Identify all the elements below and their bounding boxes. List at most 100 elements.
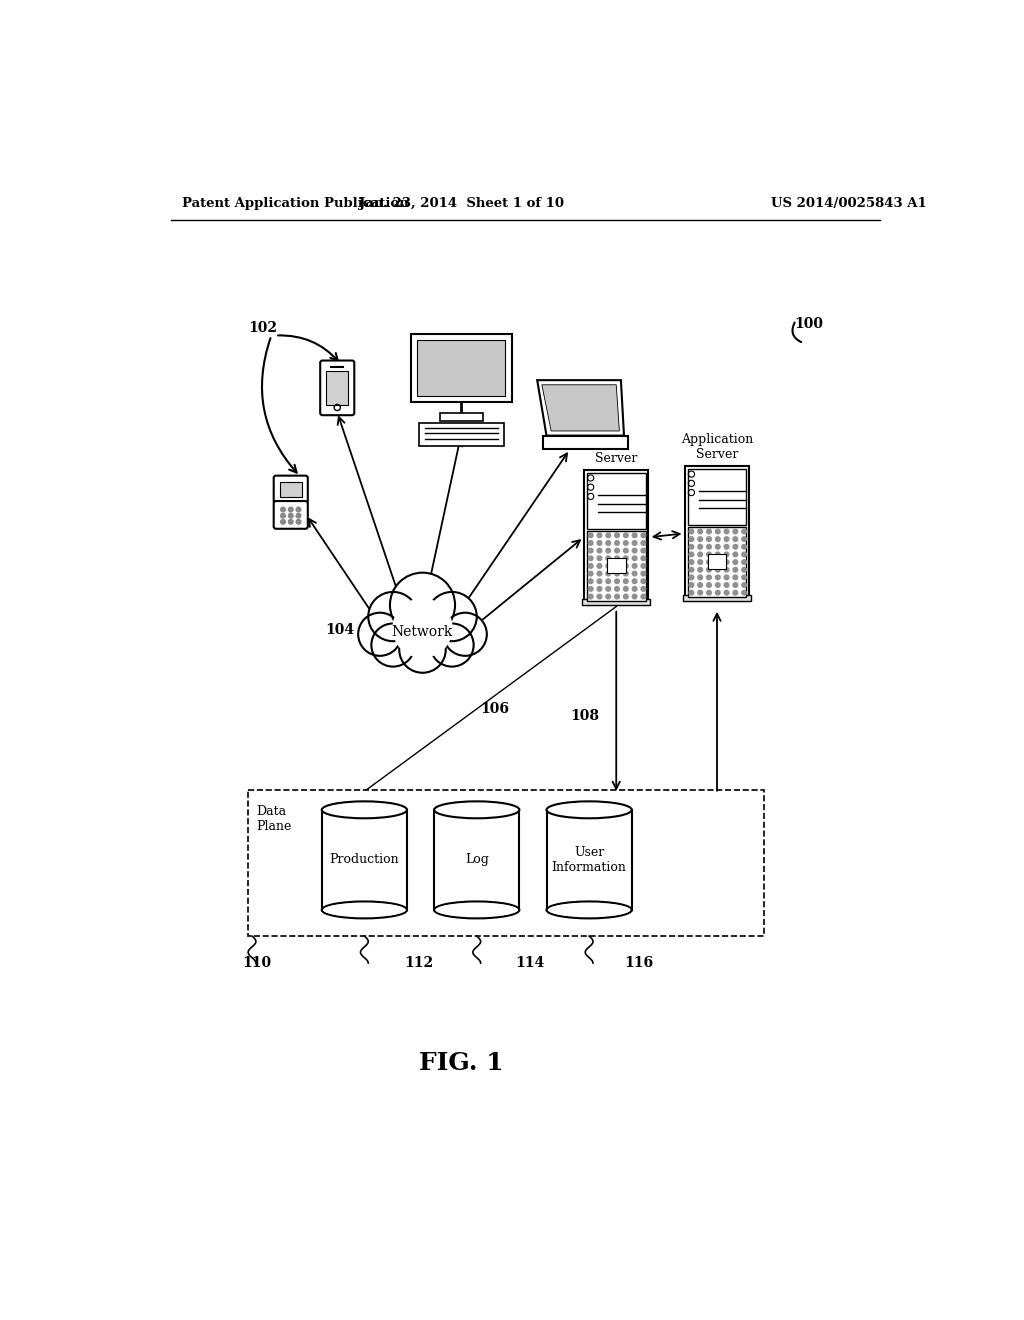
Text: 114: 114: [515, 956, 545, 970]
Circle shape: [733, 576, 737, 579]
Circle shape: [632, 564, 637, 568]
Circle shape: [733, 590, 737, 595]
Circle shape: [589, 548, 593, 553]
Circle shape: [741, 529, 746, 533]
Circle shape: [741, 590, 746, 595]
Circle shape: [716, 576, 720, 579]
Circle shape: [589, 572, 593, 576]
Circle shape: [427, 591, 477, 642]
Circle shape: [624, 586, 628, 591]
Circle shape: [724, 568, 729, 572]
Circle shape: [741, 560, 746, 565]
Circle shape: [724, 537, 729, 541]
Text: 100: 100: [795, 317, 823, 331]
Circle shape: [399, 627, 445, 673]
Circle shape: [707, 590, 712, 595]
Circle shape: [624, 594, 628, 599]
Text: 108: 108: [569, 710, 599, 723]
Circle shape: [716, 537, 720, 541]
Circle shape: [641, 572, 646, 576]
Bar: [687, 469, 746, 525]
Ellipse shape: [547, 801, 632, 818]
Bar: [327, 371, 348, 405]
Circle shape: [281, 520, 286, 524]
Text: Network: Network: [392, 624, 454, 639]
Circle shape: [724, 590, 729, 595]
Circle shape: [733, 544, 737, 549]
Bar: [583, 599, 650, 605]
Text: Application
Server: Application Server: [681, 433, 753, 461]
Circle shape: [430, 623, 474, 667]
Bar: [434, 810, 519, 909]
Circle shape: [707, 582, 712, 587]
Circle shape: [724, 582, 729, 587]
Circle shape: [707, 552, 712, 557]
Text: 116: 116: [624, 956, 653, 970]
Circle shape: [641, 564, 646, 568]
Circle shape: [689, 529, 693, 533]
Circle shape: [589, 533, 593, 537]
Circle shape: [606, 579, 610, 583]
Ellipse shape: [324, 903, 406, 917]
Circle shape: [624, 548, 628, 553]
Circle shape: [296, 520, 301, 524]
Bar: [543, 436, 628, 450]
Circle shape: [707, 544, 712, 549]
Circle shape: [606, 586, 610, 591]
Bar: [607, 557, 626, 573]
Circle shape: [281, 507, 286, 512]
Circle shape: [689, 537, 693, 541]
Circle shape: [606, 564, 610, 568]
Bar: [322, 810, 407, 909]
Bar: [547, 810, 632, 909]
Circle shape: [641, 556, 646, 561]
Circle shape: [741, 568, 746, 572]
Text: 102: 102: [248, 321, 278, 335]
Circle shape: [716, 529, 720, 533]
Circle shape: [698, 552, 702, 557]
Circle shape: [597, 541, 602, 545]
Circle shape: [741, 576, 746, 579]
Polygon shape: [538, 380, 624, 436]
Circle shape: [689, 560, 693, 565]
Circle shape: [741, 582, 746, 587]
Circle shape: [733, 529, 737, 533]
Circle shape: [281, 513, 286, 517]
Circle shape: [733, 537, 737, 541]
Circle shape: [632, 541, 637, 545]
Bar: [587, 473, 646, 529]
Circle shape: [724, 560, 729, 565]
Circle shape: [632, 594, 637, 599]
Circle shape: [632, 533, 637, 537]
Circle shape: [733, 582, 737, 587]
Circle shape: [698, 576, 702, 579]
Bar: [411, 334, 512, 401]
Bar: [417, 341, 506, 396]
Circle shape: [606, 572, 610, 576]
Circle shape: [632, 548, 637, 553]
Circle shape: [606, 594, 610, 599]
Circle shape: [724, 576, 729, 579]
Circle shape: [597, 579, 602, 583]
Circle shape: [641, 579, 646, 583]
Polygon shape: [542, 385, 620, 430]
FancyBboxPatch shape: [273, 502, 308, 529]
Circle shape: [606, 556, 610, 561]
Bar: [419, 424, 504, 446]
Ellipse shape: [322, 902, 407, 919]
Circle shape: [707, 568, 712, 572]
Circle shape: [589, 594, 593, 599]
Circle shape: [641, 533, 646, 537]
Bar: [440, 413, 482, 421]
Circle shape: [614, 564, 620, 568]
Circle shape: [597, 586, 602, 591]
Text: Patent Application Publication: Patent Application Publication: [182, 197, 409, 210]
Circle shape: [632, 586, 637, 591]
Circle shape: [641, 548, 646, 553]
Circle shape: [289, 507, 293, 512]
Circle shape: [707, 529, 712, 533]
Circle shape: [296, 507, 301, 512]
FancyBboxPatch shape: [321, 360, 354, 416]
Circle shape: [606, 533, 610, 537]
Circle shape: [689, 590, 693, 595]
